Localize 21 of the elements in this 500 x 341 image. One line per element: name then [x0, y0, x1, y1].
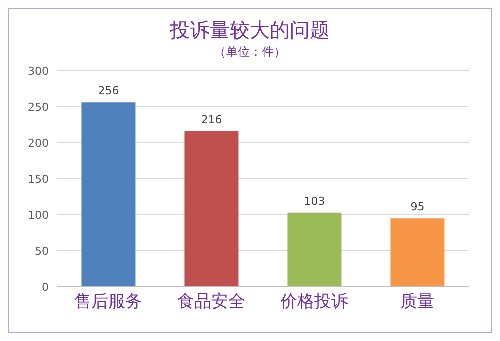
bar	[184, 131, 239, 287]
y-tick-label: 200	[28, 136, 49, 150]
bar	[390, 218, 445, 287]
data-label: 103	[304, 194, 326, 208]
y-tick-label: 150	[28, 172, 49, 186]
y-tick-label: 250	[28, 100, 49, 114]
data-label: 95	[410, 200, 425, 214]
y-tick-label: 300	[28, 64, 49, 78]
x-tick-label: 食品安全	[178, 292, 246, 312]
y-tick-label: 0	[42, 280, 49, 294]
data-label: 216	[201, 113, 222, 126]
chart-title: 投诉量较大的问题	[169, 17, 331, 44]
chart-subtitle: （单位：件）	[213, 44, 287, 61]
bar	[288, 212, 342, 287]
x-tick-label: 售后服务	[74, 292, 142, 312]
x-tick-label: 质量	[400, 292, 434, 312]
bar	[82, 102, 136, 287]
y-tick-label: 50	[35, 244, 49, 258]
data-label: 256	[98, 84, 120, 98]
y-tick-label: 100	[28, 208, 49, 222]
x-tick-label: 价格投诉	[280, 292, 348, 312]
